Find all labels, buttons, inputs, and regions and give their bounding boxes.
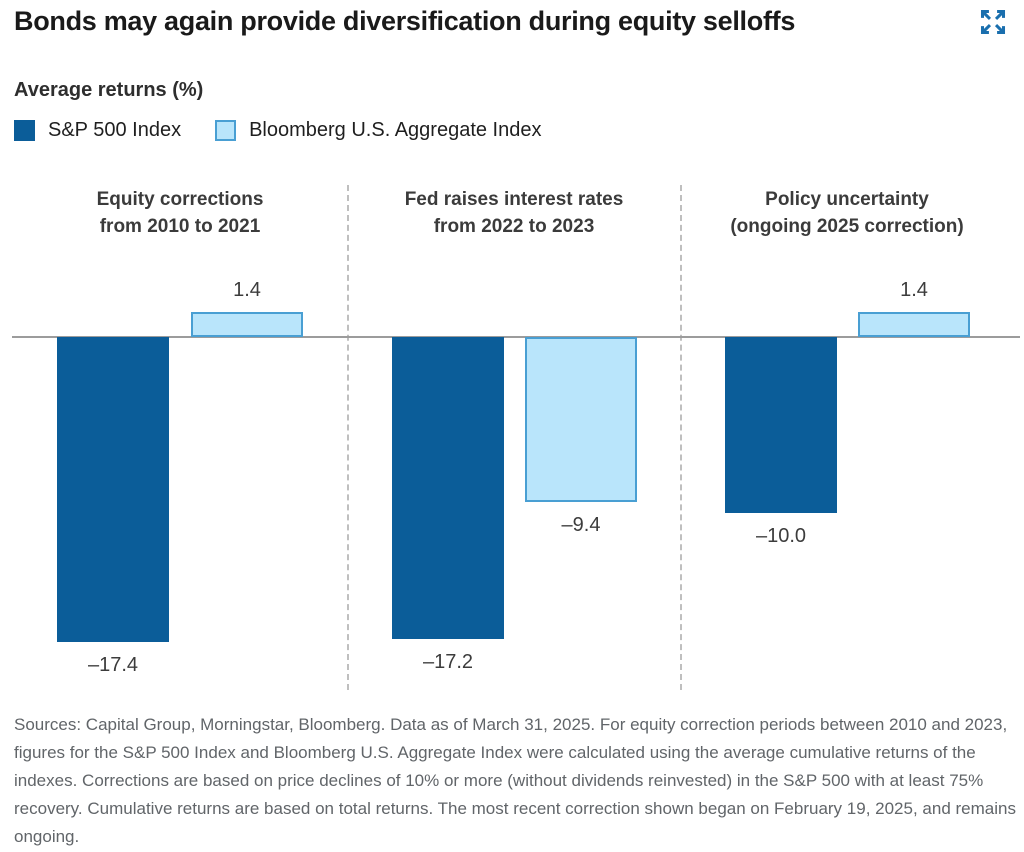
legend-swatch-aggregate: [215, 120, 237, 141]
panel-title-line: Fed raises interest rates: [404, 189, 624, 210]
bar-value-label: 1.4: [900, 279, 928, 301]
panel-title-line: Policy uncertainty: [765, 189, 929, 210]
expand-button[interactable]: [976, 6, 1010, 40]
bar-aggregate-group2: [525, 337, 637, 502]
legend: S&P 500 Index Bloomberg U.S. Aggregate I…: [14, 119, 575, 142]
source-footnote: Sources: Capital Group, Morningstar, Blo…: [14, 715, 1016, 846]
legend-label-sp500: S&P 500 Index: [48, 119, 182, 141]
bar-value-label: –9.4: [561, 514, 601, 536]
axis-label-returns: Average returns (%): [14, 79, 204, 101]
expand-arrows-icon: [979, 9, 1007, 39]
panel-divider-1: [347, 185, 349, 690]
bar-sp500-group3: [725, 337, 837, 513]
legend-swatch-sp500: [14, 120, 35, 141]
bar-sp500-group1: [57, 337, 169, 642]
legend-label-aggregate: Bloomberg U.S. Aggregate Index: [249, 119, 542, 141]
bar-aggregate-group3: [858, 312, 970, 337]
bar-value-label: –17.4: [87, 654, 139, 676]
page-title: Bonds may again provide diversification …: [14, 6, 796, 36]
panel-title-line: (ongoing 2025 correction): [730, 216, 964, 237]
panel-title-2: Fed raises interest rates from 2022 to 20…: [354, 186, 674, 240]
panel-title-line: Equity corrections: [96, 189, 264, 210]
panel-divider-2: [680, 185, 682, 690]
panel-title-3: Policy uncertainty (ongoing 2025 correcti…: [687, 186, 1007, 240]
bar-value-label: –17.2: [422, 651, 474, 673]
panel-title-line: from 2022 to 2023: [433, 216, 595, 237]
bar-aggregate-group1: [191, 312, 303, 337]
bar-value-label: –10.0: [755, 525, 807, 547]
panel-title-line: from 2010 to 2021: [99, 216, 261, 237]
panel-title-1: Equity corrections from 2010 to 2021: [20, 186, 340, 240]
bar-value-label: 1.4: [233, 279, 261, 301]
zero-baseline: [12, 336, 1020, 338]
bar-sp500-group2: [392, 337, 504, 639]
